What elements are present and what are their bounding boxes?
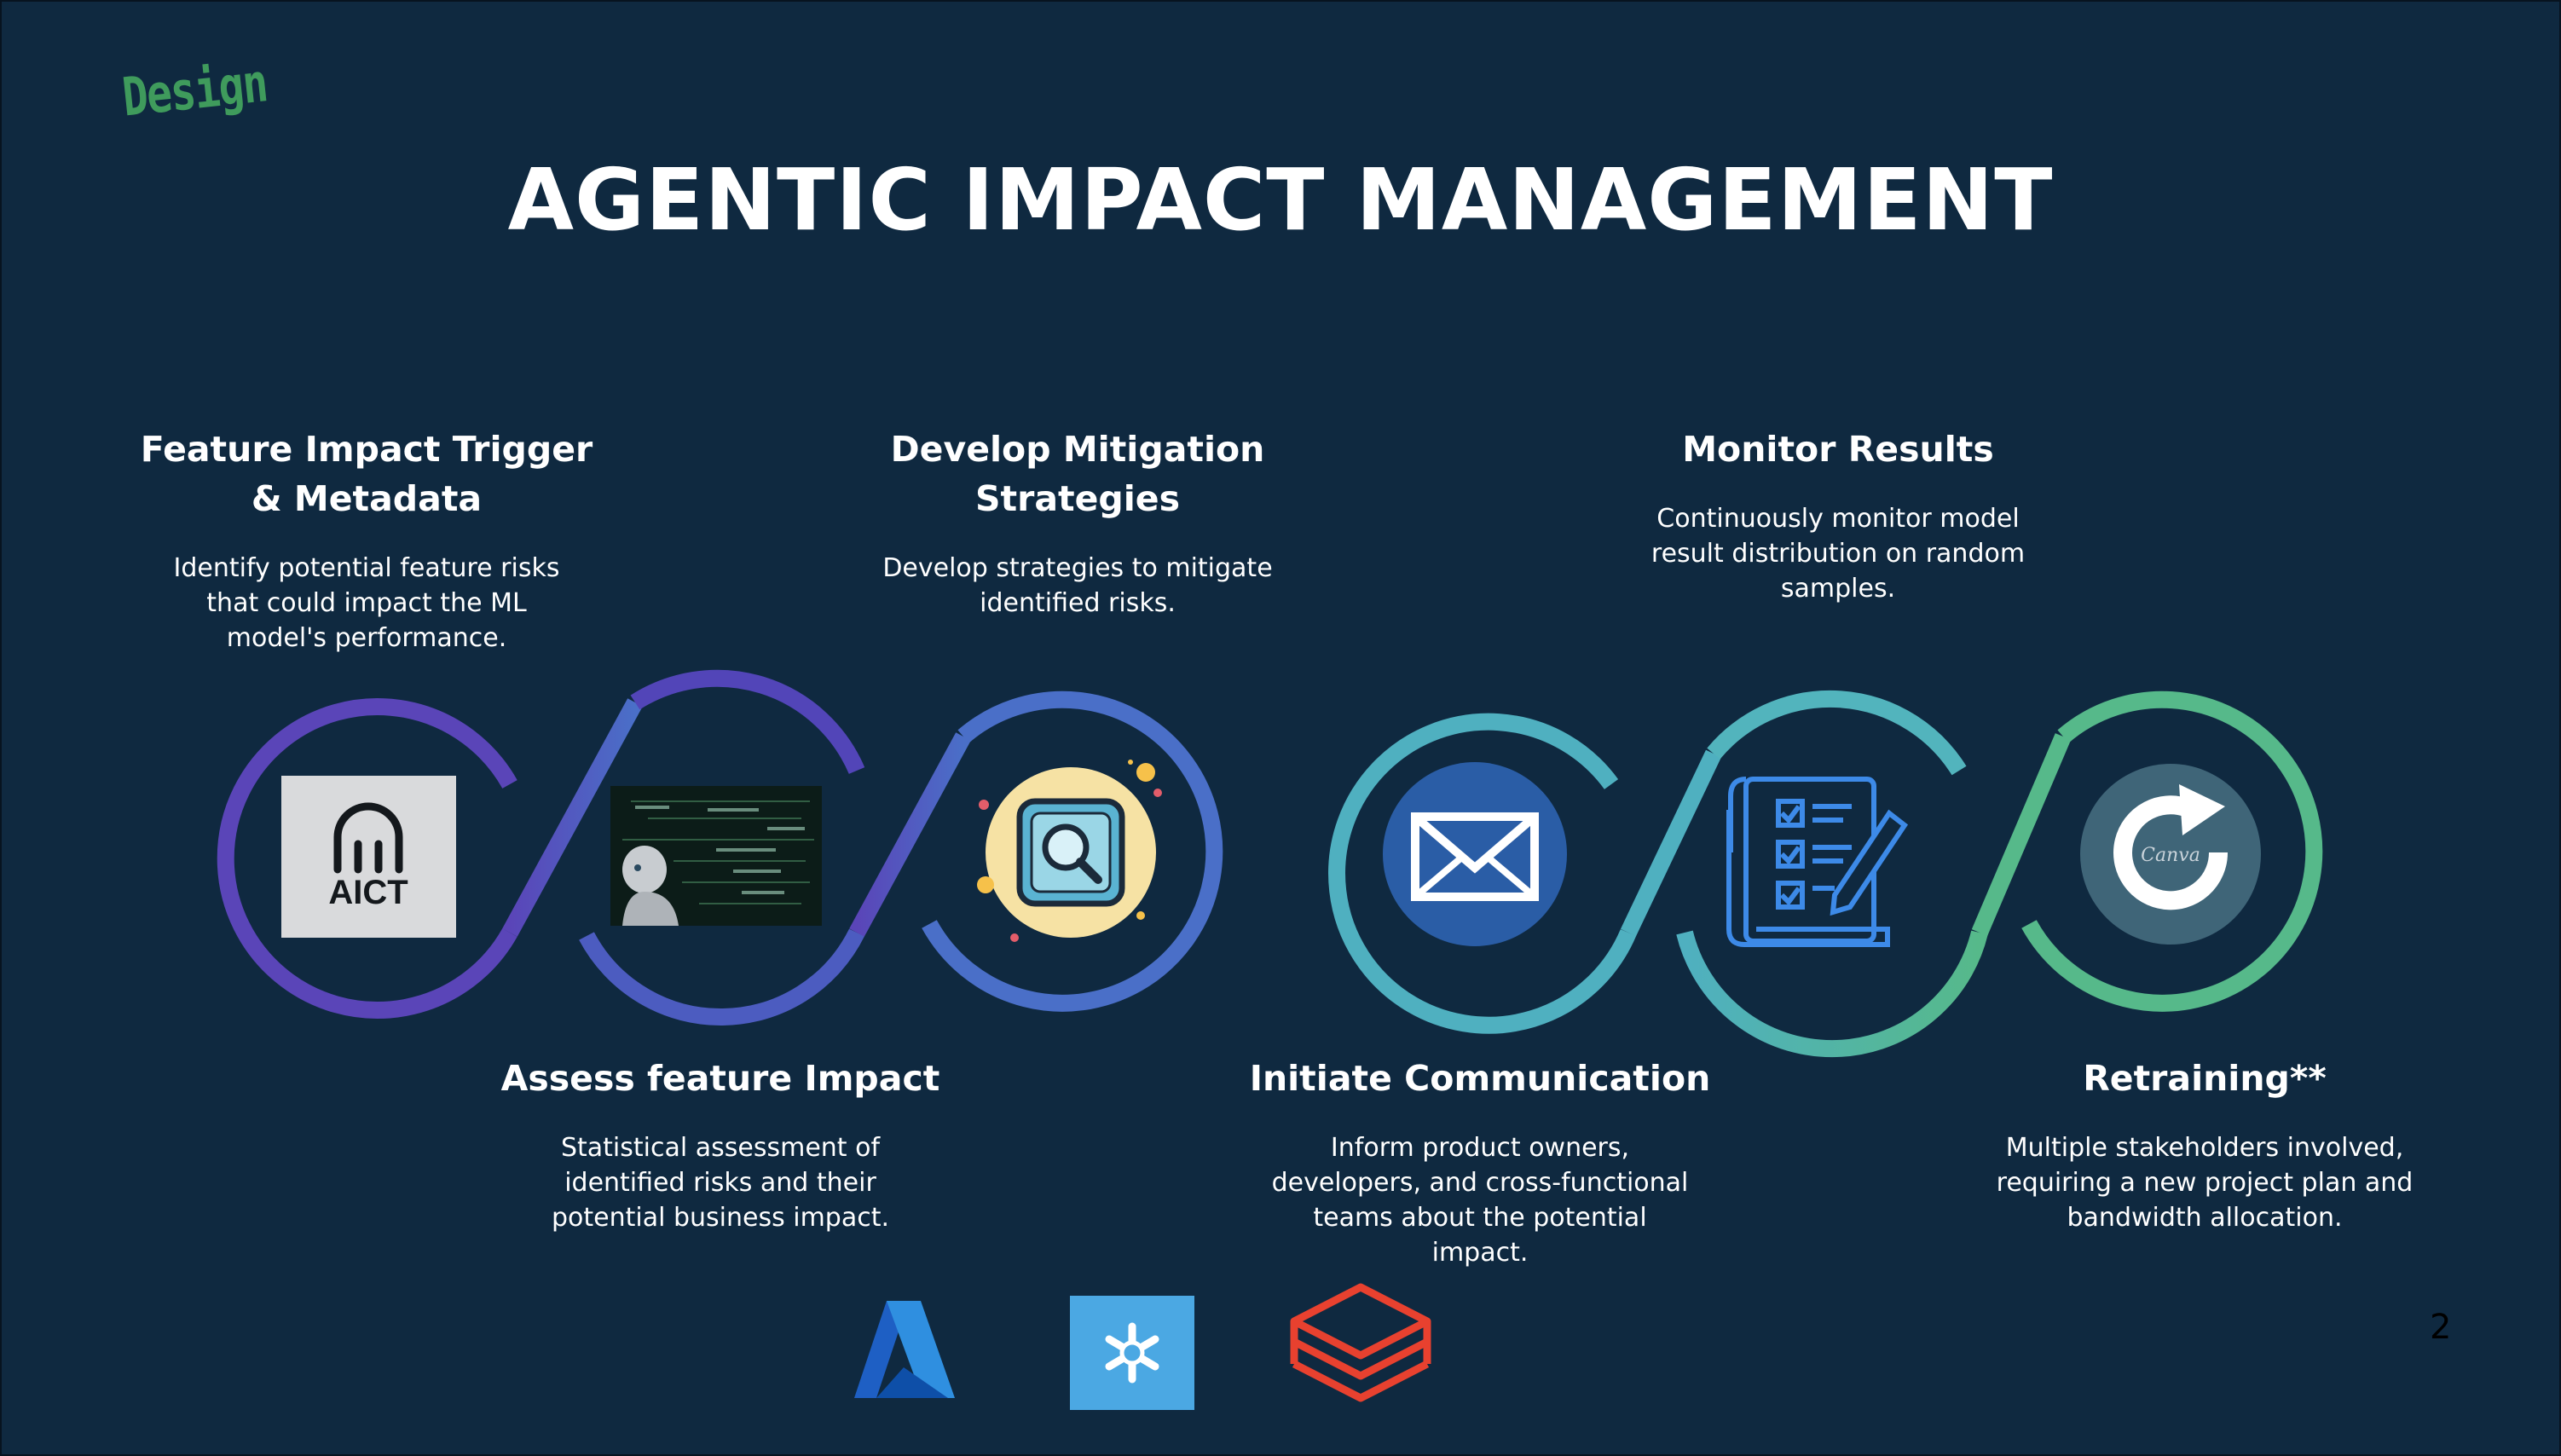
databricks-logo bbox=[1290, 1283, 1431, 1402]
ai-robot-image bbox=[610, 786, 822, 926]
page-title: AGENTIC IMPACT MANAGEMENT bbox=[507, 150, 2054, 250]
step-6-title: Retraining** bbox=[2083, 1058, 2327, 1099]
wave-arc-2 bbox=[630, 669, 865, 774]
refresh-icon: Canva bbox=[2080, 764, 2261, 945]
wave-arc-4 bbox=[1328, 713, 1637, 1034]
aict-logo-text: AICT bbox=[328, 874, 408, 911]
step-1-title: Feature Impact Trigger & Metadata bbox=[140, 429, 593, 519]
wave-arc-5 bbox=[1707, 690, 1967, 776]
wave-arc-2b bbox=[579, 928, 864, 1026]
wave-connector-4 bbox=[1971, 733, 2072, 936]
snowflake-logo bbox=[1070, 1296, 1194, 1410]
checklist-icon bbox=[1726, 777, 1909, 947]
step-5-title: Monitor Results bbox=[1682, 429, 1994, 470]
step-1-description: Identify potential feature risks that co… bbox=[173, 553, 560, 653]
wave-connector-3 bbox=[1620, 749, 1722, 937]
step-4-description: Inform product owners, developers, and c… bbox=[1271, 1133, 1689, 1268]
step-3-title: Develop Mitigation Strategies bbox=[890, 429, 1265, 519]
wave-arc-3 bbox=[922, 690, 1223, 1012]
magnifier-icon bbox=[977, 760, 1162, 942]
wave-connector-2 bbox=[849, 732, 971, 937]
wave-group-1 bbox=[217, 669, 1223, 1026]
wave-group-2 bbox=[1328, 690, 2323, 1058]
step-5-description: Continuously monitor model result distri… bbox=[1650, 504, 2026, 604]
wave-arc-1 bbox=[217, 698, 517, 1019]
step-4-title: Initiate Communication bbox=[1249, 1058, 1711, 1099]
step-3-description: Develop strategies to mitigate identifie… bbox=[882, 553, 1273, 618]
canva-watermark: Canva bbox=[2141, 845, 2200, 866]
page-number: 2 bbox=[2430, 1308, 2452, 1347]
wave-arc-6 bbox=[2021, 690, 2323, 1012]
envelope-icon bbox=[1383, 762, 1567, 946]
step-6-description: Multiple stakeholders involved, requirin… bbox=[1996, 1133, 2414, 1233]
step-2-title: Assess feature Impact bbox=[500, 1058, 940, 1099]
azure-logo bbox=[854, 1301, 955, 1398]
aict-logo: AICT bbox=[281, 776, 456, 938]
step-2-description: Statistical assessment of identified ris… bbox=[551, 1133, 890, 1233]
wave-connector-1 bbox=[502, 698, 643, 937]
wave-arc-5b bbox=[1676, 930, 1988, 1058]
